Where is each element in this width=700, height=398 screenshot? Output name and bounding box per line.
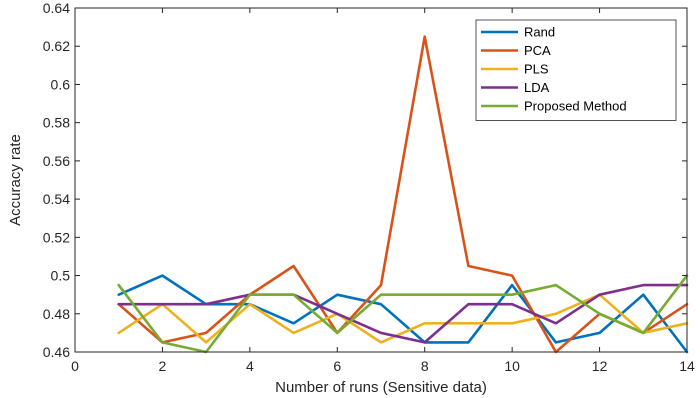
series-line-1 [117,274,689,354]
series-line-3 [117,293,689,344]
y-tick-label: 0.6 [51,76,71,92]
y-axis-label: Accuracy rate [7,134,24,226]
y-tick-label: 0.46 [43,344,70,360]
legend-label-2: PCA [524,43,551,58]
x-tick-label: 4 [246,358,254,374]
legend: Rand PCA PLS LDA Proposed Method [475,19,677,121]
legend-label-4: LDA [524,80,550,95]
series-line-5 [117,274,689,354]
series-line-2 [117,35,689,354]
x-tick-label: 0 [71,358,79,374]
x-tick-label: 10 [504,358,520,374]
y-tick-label: 0.58 [43,115,70,131]
y-tick-label: 0.5 [51,268,71,284]
x-tick-label: 2 [159,358,167,374]
legend-label-1: Rand [524,25,555,40]
y-tick-label: 0.52 [43,229,70,245]
y-tick-label: 0.48 [43,306,70,322]
x-tick-label: 8 [421,358,429,374]
x-tick-label: 6 [333,358,341,374]
x-tick-label: 14 [679,358,695,374]
y-tick-label: 0.64 [43,0,70,16]
legend-label-5: Proposed Method [524,99,627,114]
tick-labels: 0 2 4 6 8 10 12 14 0.46 0.48 0.5 0.52 0.54 0.56 0.58 0.… [43,0,695,374]
x-axis-label: Number of runs (Sensitive data) [275,379,487,396]
series-line-4 [117,283,689,344]
y-tick-label: 0.56 [43,153,70,169]
legend-label-3: PLS [524,62,549,77]
axes-box [74,7,688,353]
y-tick-label: 0.62 [43,38,70,54]
axes [74,7,688,353]
x-tick-label: 12 [592,358,608,374]
y-tick-label: 0.54 [43,191,70,207]
series-layer [117,35,689,354]
